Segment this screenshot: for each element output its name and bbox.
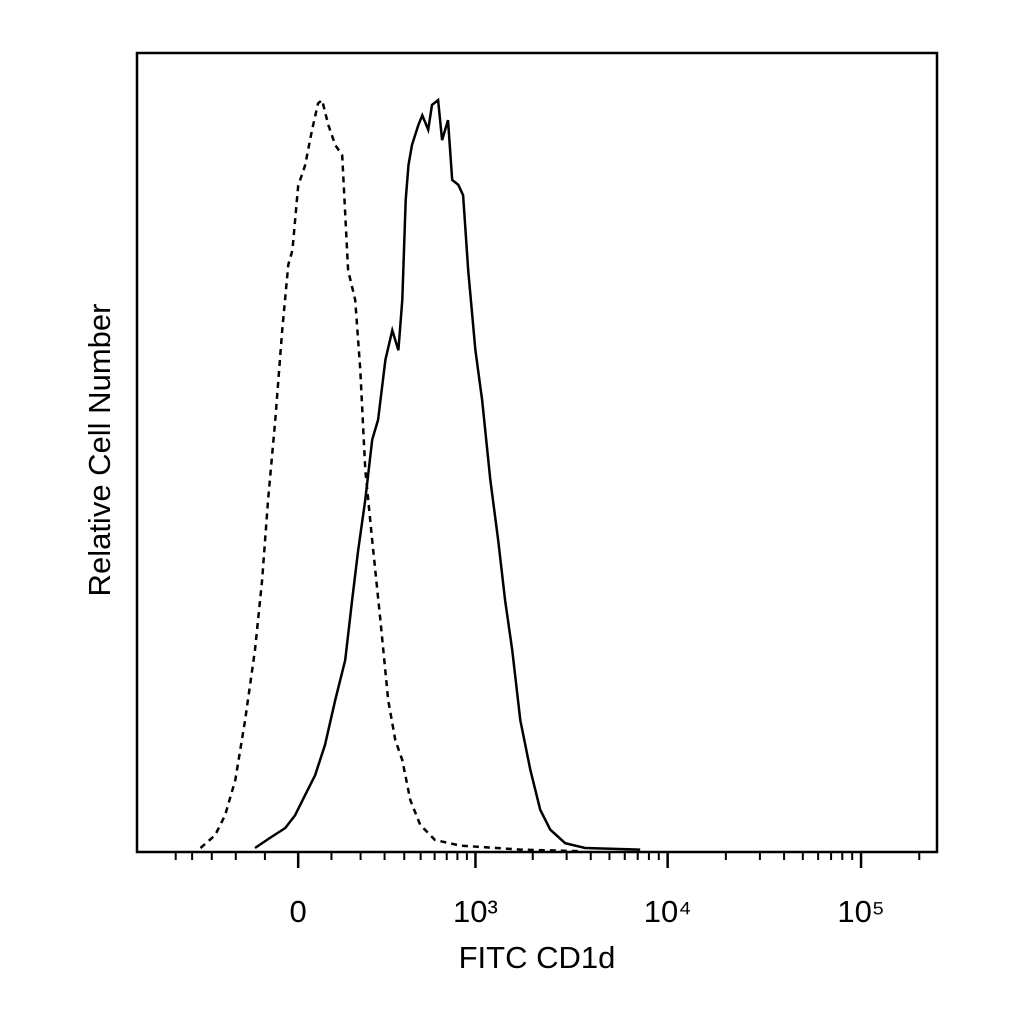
x-axis-label: FITC CD1d — [459, 940, 616, 975]
x-tick-label: 10⁵ — [837, 894, 884, 929]
plot-frame — [135, 51, 939, 854]
x-tick-label: 10³ — [453, 894, 498, 929]
x-tick-label: 10⁴ — [644, 894, 692, 929]
histogram-line — [254, 97, 641, 851]
x-tick-label: 0 — [290, 894, 307, 929]
histogram-line — [199, 97, 581, 853]
y-axis-label: Relative Cell Number — [82, 304, 117, 597]
